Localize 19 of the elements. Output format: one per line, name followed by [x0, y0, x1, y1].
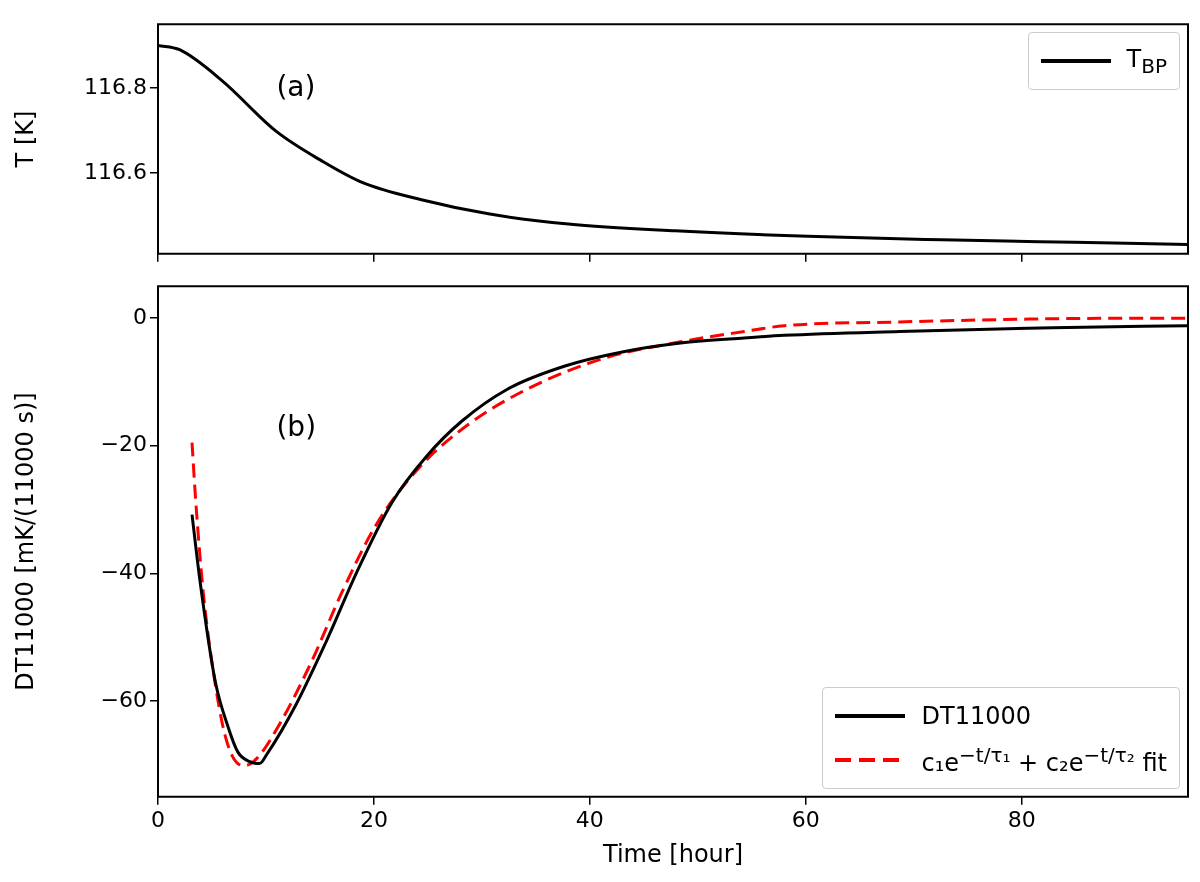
y-axis-title: T [K] — [10, 110, 39, 169]
x-tick-label: 0 — [151, 806, 165, 832]
x-tick-label: 40 — [575, 806, 604, 832]
y-tick-label: −40 — [100, 559, 147, 585]
x-axis-title: Time [hour] — [601, 839, 744, 868]
y-tick-label: 116.6 — [84, 158, 147, 184]
legend-label: DT11000 — [921, 701, 1031, 730]
annotation: (b) — [276, 410, 317, 444]
annotation: (a) — [276, 69, 316, 103]
y-tick-label: −20 — [100, 431, 147, 457]
y-axis-title: DT11000 [mK/(11000 s)] — [10, 392, 39, 691]
legend-label: T$_{BP}$ — [1126, 44, 1167, 78]
x-tick-label: 80 — [1007, 806, 1036, 832]
x-tick-label: 60 — [791, 806, 820, 832]
y-tick-label: 116.8 — [84, 73, 147, 99]
y-tick-label: 0 — [133, 303, 147, 329]
legend-label: c₁e$^{−t/τ₁}$ + c₂e$^{−t/τ₂}$ fit — [921, 742, 1167, 777]
x-tick-label: 20 — [359, 806, 388, 832]
y-tick-label: −60 — [100, 686, 147, 712]
